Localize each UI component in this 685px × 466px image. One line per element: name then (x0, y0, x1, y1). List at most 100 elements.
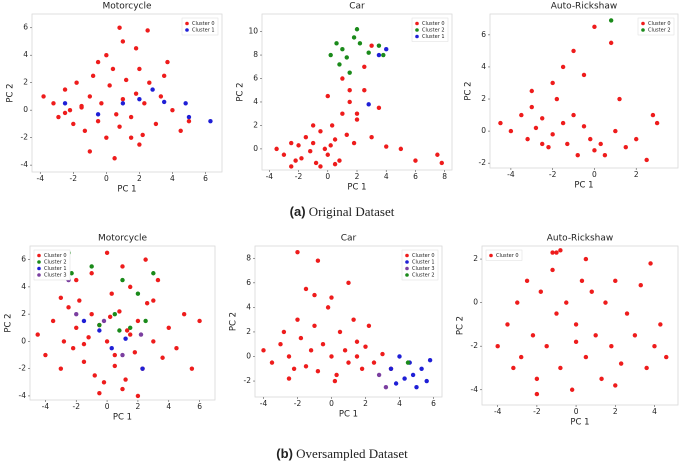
y-axis-label: PC 2 (464, 81, 474, 100)
legend-marker (37, 273, 41, 277)
point (123, 377, 128, 382)
point (550, 132, 555, 137)
x-tick-label: 6 (431, 399, 436, 408)
point (648, 261, 653, 266)
point (298, 335, 304, 341)
point (380, 351, 385, 357)
y-axis-label: PC 2 (4, 313, 14, 332)
y-tick-label: -2 (244, 376, 252, 385)
x-tick-label: 4 (170, 174, 175, 183)
point (81, 359, 87, 365)
legend-marker (415, 34, 419, 39)
point (138, 332, 144, 337)
point (61, 339, 67, 344)
point (174, 346, 179, 351)
point (92, 373, 97, 378)
point (354, 339, 360, 344)
point (598, 141, 603, 147)
point (62, 101, 68, 106)
point (303, 286, 309, 292)
legend-label: Cluster 2 (44, 260, 67, 266)
point (354, 354, 360, 359)
x-tick-label: 6 (197, 402, 202, 411)
point (315, 258, 321, 263)
point (62, 110, 68, 116)
y-axis-label: PC 2 (236, 82, 246, 101)
point (346, 360, 351, 365)
point (334, 41, 339, 46)
point (90, 73, 96, 79)
point (366, 323, 372, 328)
point (147, 80, 152, 85)
point (123, 77, 129, 83)
point (618, 361, 624, 366)
point (293, 158, 298, 163)
x-tick-label: 2 (136, 402, 141, 411)
point (650, 112, 656, 118)
point (128, 325, 133, 330)
point (435, 152, 440, 157)
point (318, 164, 323, 169)
y-tick-label: 2 (21, 309, 26, 318)
point (560, 64, 566, 70)
x-tick-label: 2 (137, 174, 142, 183)
point (107, 83, 112, 88)
caption-text: Oversampled Dataset (296, 446, 408, 461)
point (170, 107, 175, 113)
point (161, 99, 167, 105)
y-tick-label: 0 (253, 144, 258, 153)
point (575, 152, 580, 158)
point (151, 298, 156, 303)
point (617, 96, 622, 102)
legend-marker (405, 273, 409, 277)
point (515, 300, 520, 305)
point (609, 343, 614, 349)
point (112, 352, 117, 358)
y-tick-label: 4 (23, 50, 28, 59)
x-tick-label: -2 (294, 399, 302, 408)
point (58, 295, 64, 300)
caption-text: Original Dataset (309, 204, 395, 219)
point (71, 121, 76, 127)
legend-label: Cluster 0 (496, 253, 519, 259)
point (569, 387, 575, 392)
legend-marker (37, 253, 41, 258)
point (186, 114, 192, 120)
point (128, 114, 134, 120)
point (117, 328, 122, 333)
x-axis-label: PC 1 (117, 185, 136, 195)
point (143, 257, 148, 262)
point (104, 339, 110, 344)
point (286, 354, 292, 359)
point (427, 357, 433, 363)
legend-label: Cluster 1 (412, 260, 435, 266)
point (95, 59, 101, 65)
point (571, 48, 576, 54)
subplot-title: Auto-Rickshaw (551, 2, 618, 12)
x-tick-label: -2 (73, 402, 81, 411)
point (579, 278, 585, 284)
plot-area (489, 13, 679, 169)
y-tick-label: 4 (246, 302, 251, 311)
point (318, 129, 323, 134)
point (166, 325, 171, 330)
y-axis-label: PC 2 (6, 83, 16, 102)
legend-marker (405, 253, 409, 258)
point (315, 369, 321, 374)
point (81, 341, 87, 347)
point (369, 134, 374, 140)
legend-label: Cluster 0 (192, 21, 215, 27)
point (165, 59, 170, 65)
subplot-title: Motorcycle (98, 234, 148, 244)
subplot: Motorcycle PC 1 PC 2 -4 -2 0 2 4 6 -4 -2 0 2 4 6 Cluste… (6, 2, 223, 195)
point (340, 111, 345, 116)
point (289, 164, 294, 169)
point (145, 28, 150, 33)
x-tick-label: 0 (105, 402, 110, 411)
y-tick-label: 6 (253, 74, 258, 83)
point (424, 378, 429, 384)
point (530, 333, 536, 338)
legend-label: Cluster 0 (648, 21, 671, 27)
subplot: Auto-Rickshaw PC 1 PC 2 -4 -2 0 2 4 -4 -2 0 2 Cluste… (456, 234, 679, 428)
